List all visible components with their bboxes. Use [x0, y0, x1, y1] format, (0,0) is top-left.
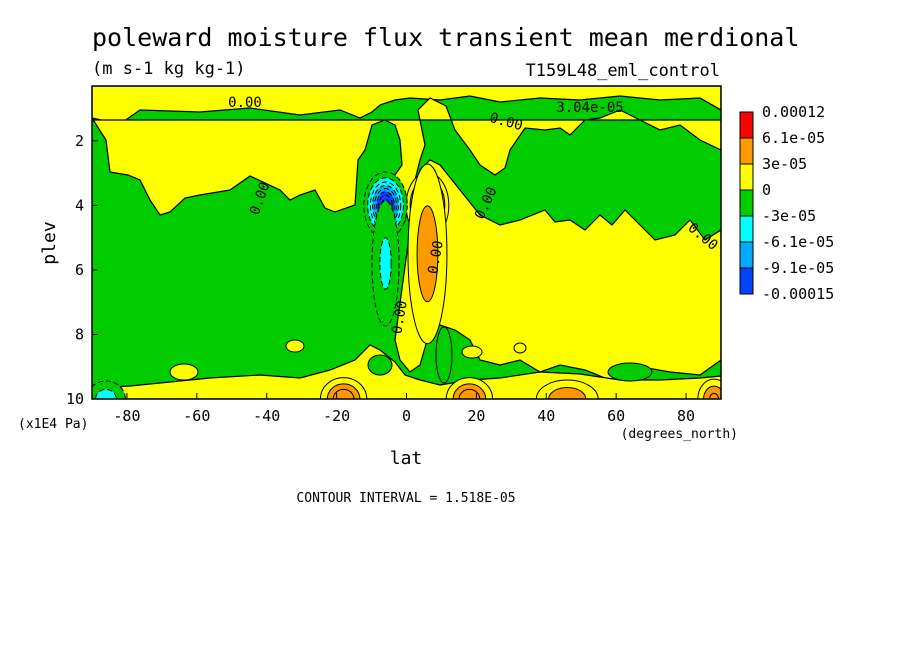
- plot-area: 0.000.000.00 0.000.000.000.003.04e-05: [92, 86, 721, 399]
- colorbar-swatch: [739, 163, 754, 191]
- contour-label: 3.04e-05: [556, 100, 623, 116]
- field-island: [461, 345, 483, 359]
- experiment-label: T159L48_eml_control: [526, 61, 720, 81]
- x-axis-label: lat: [390, 448, 423, 469]
- colorbar-label: -9.1e-05: [762, 259, 834, 277]
- field-island: [513, 342, 527, 354]
- colorbar-label: -3e-05: [762, 207, 816, 225]
- x-tick-label: 80: [677, 407, 695, 425]
- x-tick-label: 20: [467, 407, 485, 425]
- colorbar-label: 0.00012: [762, 103, 825, 121]
- y-unit-label: (x1E4 Pa): [18, 417, 88, 432]
- colorbar-label: 6.1e-05: [762, 129, 825, 147]
- field-positive-region-right: [394, 159, 721, 386]
- field-island: [169, 363, 199, 381]
- field-island: [435, 326, 453, 384]
- y-tick-label: 8: [75, 325, 84, 343]
- x-tick-label: 40: [537, 407, 555, 425]
- colorbar-label: -0.00015: [762, 285, 834, 303]
- colorbar-swatch: [739, 241, 754, 269]
- contour-label: 0.00: [389, 299, 411, 335]
- x-tick-label: -40: [253, 407, 280, 425]
- colorbar-swatch: [739, 215, 754, 243]
- y-axis-label: plev: [39, 221, 60, 264]
- colorbar-swatch: [739, 137, 754, 165]
- y-tick-label: 2: [75, 132, 84, 150]
- field-island: [367, 354, 393, 376]
- x-tick-label: 60: [607, 407, 625, 425]
- colorbar-swatch: [739, 189, 754, 217]
- colorbar-label: -6.1e-05: [762, 233, 834, 251]
- x-tick-label: -20: [323, 407, 350, 425]
- field-positive-region-upper: [92, 86, 721, 125]
- x-tick-label: -80: [113, 407, 140, 425]
- colorbar-label: 0: [762, 181, 771, 199]
- chart-title: poleward moisture flux transient mean me…: [92, 23, 799, 52]
- x-unit-label: (degrees_north): [621, 427, 738, 442]
- y-tick-label: 6: [75, 261, 84, 279]
- contour-label: 0.00: [228, 95, 262, 111]
- y-tick-label: 4: [75, 196, 84, 214]
- x-tick-label: 0: [402, 407, 411, 425]
- negative-contour: [379, 237, 392, 290]
- colorbar-swatch: [739, 111, 754, 139]
- colorbar-swatch: [739, 267, 754, 295]
- colorbar-label: 3e-05: [762, 155, 807, 173]
- field-island: [607, 362, 653, 382]
- y-tick-label: 10: [66, 390, 84, 408]
- positive-contour: [416, 205, 439, 303]
- contour-label: 0.00: [425, 239, 447, 275]
- x-tick-label: -60: [183, 407, 210, 425]
- field-island: [285, 339, 305, 353]
- units-label: (m s-1 kg kg-1): [92, 59, 246, 79]
- colorbar: 0.00012 6.1e-05 3e-05 0 -3e-05 -6.1e-05 -9.1e-…: [739, 103, 834, 303]
- contour-interval-note: CONTOUR INTERVAL = 1.518E-05: [296, 491, 515, 506]
- positive-contour: [708, 392, 720, 399]
